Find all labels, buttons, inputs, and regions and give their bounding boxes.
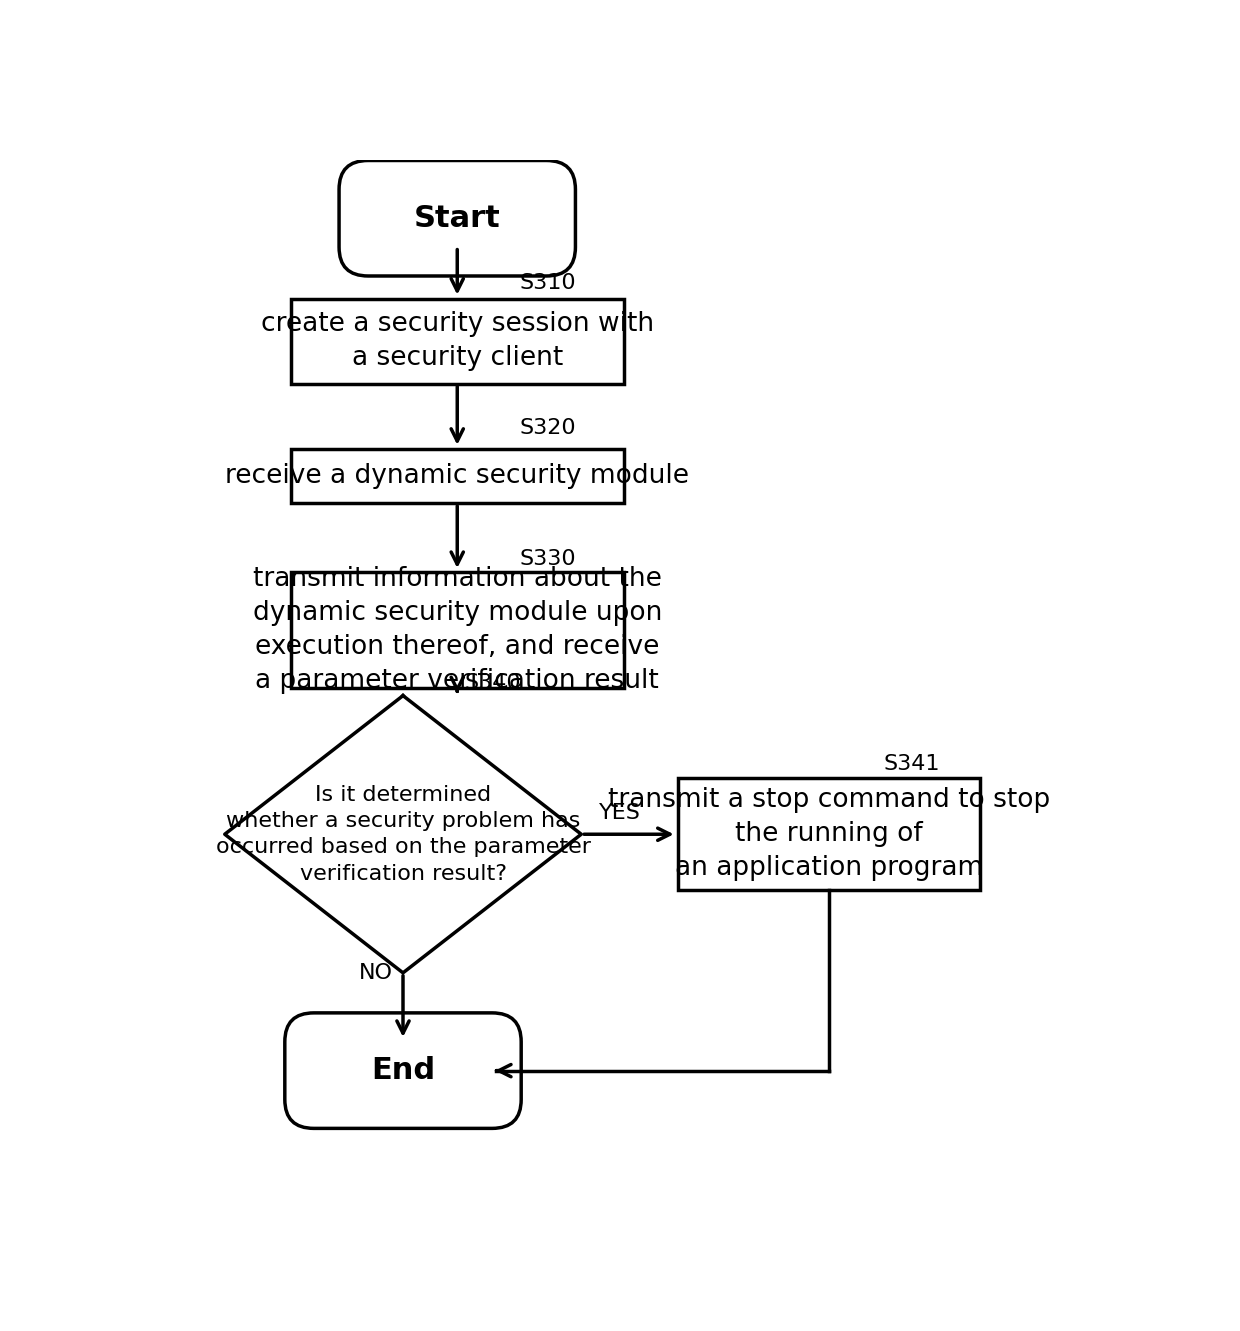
Text: YES: YES (599, 803, 641, 823)
Text: End: End (371, 1055, 435, 1085)
Text: S310: S310 (520, 273, 575, 293)
Text: S320: S320 (520, 418, 575, 438)
Text: NO: NO (358, 962, 393, 982)
Bar (290, 299, 624, 383)
Text: S341: S341 (883, 755, 940, 775)
Text: receive a dynamic security module: receive a dynamic security module (226, 463, 689, 490)
Text: Is it determined
whether a security problem has
occurred based on the parameter
: Is it determined whether a security prob… (216, 785, 590, 884)
Text: create a security session with
a security client: create a security session with a securit… (260, 311, 653, 371)
FancyBboxPatch shape (285, 1013, 521, 1129)
Text: S330: S330 (520, 548, 575, 568)
Text: transmit information about the
dynamic security module upon
execution thereof, a: transmit information about the dynamic s… (253, 566, 662, 695)
Bar (290, 572, 624, 688)
Text: S340: S340 (465, 673, 522, 693)
Text: Start: Start (414, 204, 501, 233)
Bar (678, 779, 981, 890)
Bar (290, 450, 624, 503)
Text: transmit a stop command to stop
the running of
an application program: transmit a stop command to stop the runn… (608, 787, 1050, 881)
FancyBboxPatch shape (339, 161, 575, 276)
